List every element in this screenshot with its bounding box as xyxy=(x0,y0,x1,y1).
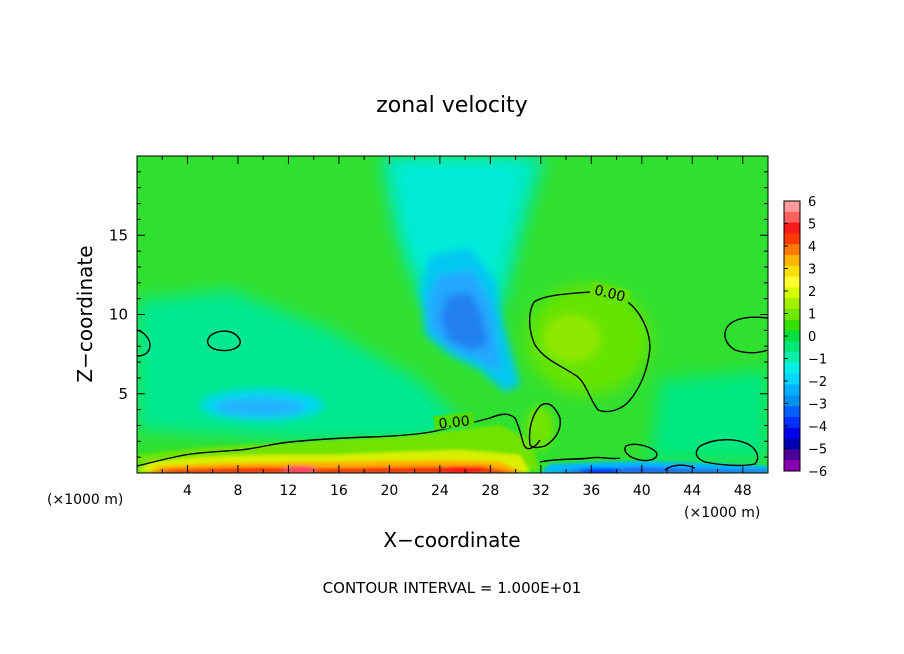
contour-label-bg-2 xyxy=(433,411,475,431)
colorbar-label-11: −5 xyxy=(808,443,827,458)
y-axis-label: Z−coordinate xyxy=(73,245,97,382)
colorbar-swatch xyxy=(784,298,800,310)
field-region-bright-core xyxy=(544,314,600,362)
colorbar-swatch xyxy=(784,373,800,386)
x-axis-label: X−coordinate xyxy=(383,528,520,552)
colorbar-swatch xyxy=(784,211,800,224)
x-tick-label-32: 32 xyxy=(532,483,550,499)
surface-red-band xyxy=(150,466,520,473)
colorbar-swatch xyxy=(784,363,800,375)
colorbar-swatch xyxy=(784,395,800,407)
colorbar-swatch xyxy=(784,449,800,461)
contour-right-blob xyxy=(528,289,651,413)
contour-small-lobe xyxy=(528,402,562,449)
colorbar-swatch xyxy=(784,330,800,342)
colorbar-swatch xyxy=(784,427,800,440)
plot-area: 0.00 0.00 xyxy=(137,156,768,473)
colorbar-swatch xyxy=(784,460,800,472)
x-tick-label-16: 16 xyxy=(330,483,348,499)
x-tick-label-44: 44 xyxy=(683,483,701,499)
contour-left-edge xyxy=(137,329,151,357)
contour-surface-right xyxy=(539,456,621,463)
x-tick-label-48: 48 xyxy=(734,483,752,499)
field-region-left-blue-blob xyxy=(215,398,305,416)
colorbar-swatch xyxy=(784,287,800,299)
colorbar-swatch xyxy=(784,384,800,396)
contour-left-ring xyxy=(206,330,241,352)
contour-interval-note: CONTOUR INTERVAL = 1.000E+01 xyxy=(323,579,582,597)
contour-label-2: 0.00 xyxy=(438,413,471,432)
colorbar-label-5: 1 xyxy=(808,308,816,323)
contour-surface xyxy=(137,413,541,467)
colorbar-label-8: −2 xyxy=(808,375,827,390)
surface-red-spot-2 xyxy=(438,466,482,473)
contour-bottom-right-2 xyxy=(695,439,759,467)
x-tick-label-8: 8 xyxy=(233,483,242,499)
y-tick-label-15: 15 xyxy=(109,226,128,244)
colorbar-label-7: −1 xyxy=(808,353,827,368)
colorbar-swatch xyxy=(784,244,800,256)
colorbar-swatch xyxy=(784,352,800,364)
x-tick-label-28: 28 xyxy=(481,483,499,499)
x-tick-label-36: 36 xyxy=(582,483,600,499)
colorbar-swatch xyxy=(784,201,800,213)
colorbar-swatch xyxy=(784,233,800,245)
y-tick-label-5: 5 xyxy=(118,385,128,403)
x-tick-label-4: 4 xyxy=(183,483,192,499)
contour-right-edge xyxy=(724,316,768,354)
y-tick-label-10: 10 xyxy=(109,306,128,324)
colorbar-swatch xyxy=(784,319,800,332)
colorbar-label-9: −3 xyxy=(808,398,827,413)
x-tick-label-40: 40 xyxy=(633,483,651,499)
contour-label-1: 0.00 xyxy=(593,282,627,305)
x-tick-label-20: 20 xyxy=(380,483,398,499)
colorbar-swatch xyxy=(784,406,800,418)
colorbar-label-10: −4 xyxy=(808,420,827,435)
x-tick-label-24: 24 xyxy=(431,483,449,499)
colorbar-label-12: −6 xyxy=(808,465,827,480)
contour-label-bg-1 xyxy=(588,281,632,305)
colorbar-labels: 6 5 4 3 2 1 0 −1 −2 −3 −4 −5 −6 xyxy=(784,195,827,480)
colorbar-label-0: 6 xyxy=(808,195,816,210)
colorbar-swatch xyxy=(784,255,800,267)
colorbar-swatch xyxy=(784,438,800,450)
colorbar-swatch xyxy=(784,341,800,353)
colorbar-label-6: 0 xyxy=(808,330,816,345)
x-tick-label-12: 12 xyxy=(280,483,298,499)
field-region-right-mid xyxy=(650,370,768,460)
contour-lines xyxy=(137,289,768,471)
surface-blue-spot xyxy=(580,468,620,473)
colorbar-label-3: 3 xyxy=(808,263,816,278)
colorbar-label-1: 5 xyxy=(808,218,816,233)
colorbar-swatch xyxy=(784,265,800,278)
colorbar-swatch xyxy=(784,222,800,234)
colorbar-swatch xyxy=(784,309,800,321)
colorbar-label-2: 4 xyxy=(808,240,816,255)
colorbar xyxy=(783,200,801,472)
x-axis-ticks: 4 8 12 16 20 24 28 32 36 40 44 48 xyxy=(161,156,752,499)
x-unit-right: (×1000 m) xyxy=(684,505,760,521)
colorbar-label-4: 2 xyxy=(808,285,816,300)
colorbar-swatch xyxy=(784,276,800,288)
colorbar-swatch xyxy=(784,417,800,429)
contour-bottom-right-1 xyxy=(624,443,658,462)
contour-label-group: 0.00 0.00 xyxy=(433,281,632,433)
x-unit-left: (×1000 m) xyxy=(47,492,123,508)
field-region-core-blue-inner xyxy=(440,292,488,350)
chart-title: zonal velocity xyxy=(376,93,528,118)
surface-red-spot-1 xyxy=(282,466,318,473)
y-axis-ticks: 5 10 15 xyxy=(109,171,768,458)
